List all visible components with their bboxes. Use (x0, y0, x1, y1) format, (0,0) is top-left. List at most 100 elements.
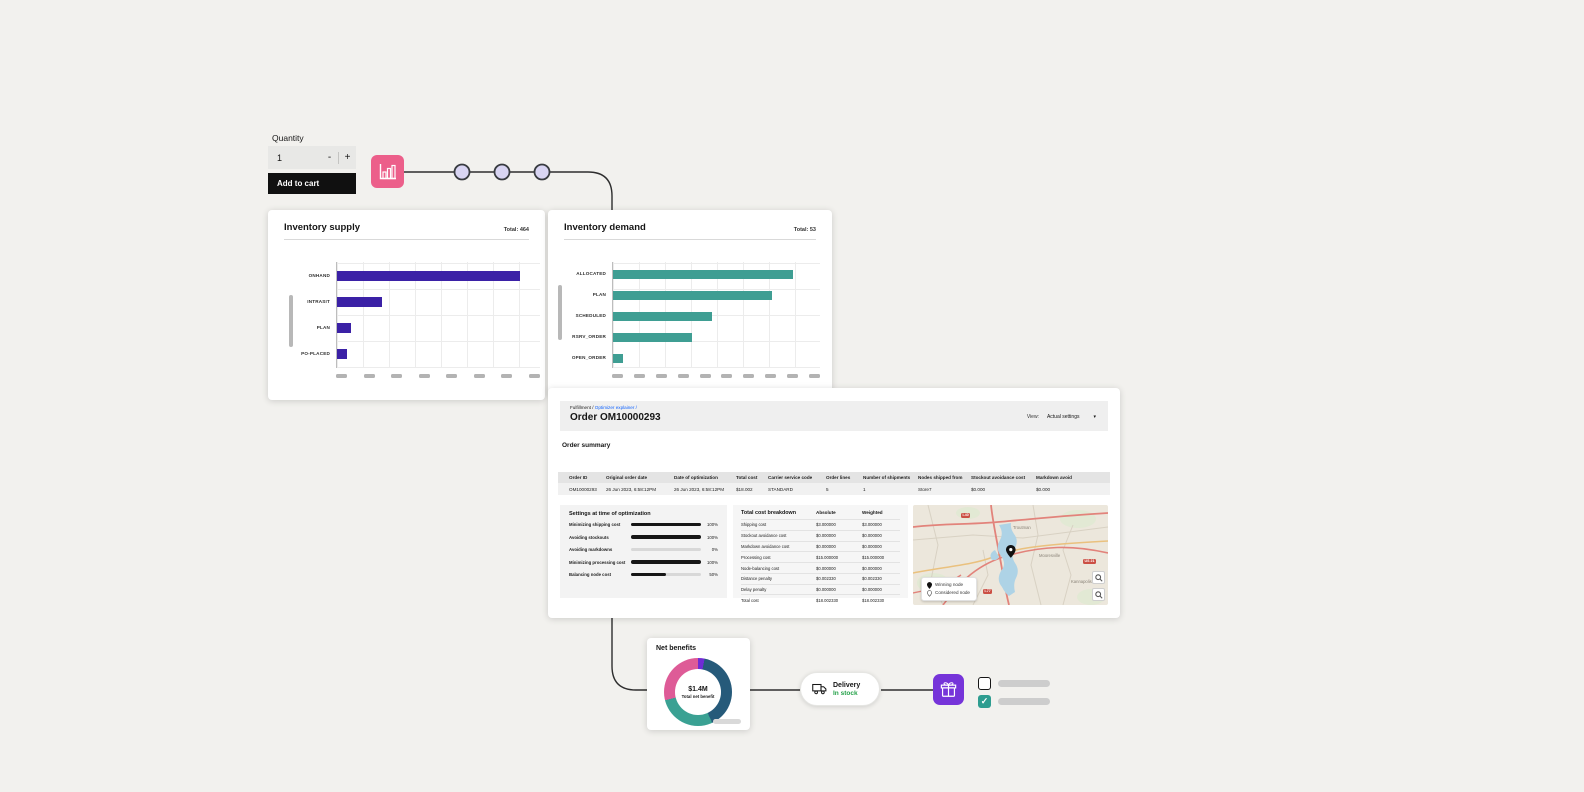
view-label: View: (1026, 414, 1039, 420)
cost-row-total: Total cost $18.002330 $18.002330 (741, 594, 900, 605)
page-title: Order OM10000293 (570, 412, 661, 423)
cost-title: Total cost breakdown (741, 510, 797, 516)
setting-pct: 50% (709, 572, 718, 577)
x-axis-ticks (612, 374, 820, 378)
net-benefits-title: Net benefits (656, 645, 697, 652)
chart-header: Inventory demand Total: 53 (564, 210, 816, 240)
inventory-demand-card: Inventory demand Total: 53 ALLOCATED PLA… (548, 210, 832, 395)
summary-header-row: Order ID Original order date Date of opt… (558, 472, 1110, 483)
cost-absolute: $0.000000 (816, 587, 836, 593)
summary-col: Nodes shipped from (918, 475, 963, 480)
breadcrumb-fulfillment[interactable]: Fulfillment / (570, 405, 594, 410)
cost-row: Distance penalty $0.002330 $0.002330 (741, 572, 900, 584)
setting-pct: 100% (707, 522, 718, 527)
gift-node-tile[interactable] (933, 674, 964, 705)
cost-row: Stockout avoidance cost $0.000000 $0.000… (741, 529, 900, 541)
x-axis-ticks (336, 374, 540, 378)
bar-label: ALLOCATED (576, 271, 606, 276)
cost-row: Delay penalty $0.000000 $0.000000 (741, 583, 900, 595)
total-value: 464 (519, 227, 529, 233)
map-zoom-out-button[interactable] (1092, 588, 1105, 601)
setting-label: Avoiding markdowns (569, 547, 613, 552)
setting-slider[interactable] (631, 560, 701, 564)
cost-weighted: $0.000000 (862, 565, 882, 571)
map-panel[interactable]: Troutman Mooresville Kannapolis I-40 I-7… (913, 505, 1108, 605)
total-label: Total: (503, 227, 519, 233)
cost-row: Shipping cost $3.000000 $3.000000 (741, 519, 900, 530)
settings-panel: Settings at time of optimization Minimiz… (560, 505, 727, 598)
summary-cell: 1 (863, 486, 866, 492)
cost-header-row: Total cost breakdown Absolute Weighted (741, 510, 900, 519)
setting-label: Minimizing shipping cost (569, 522, 621, 527)
chevron-down-icon: ▾ (1093, 414, 1096, 420)
cost-absolute: $18.002330 (816, 597, 839, 603)
truck-icon (812, 683, 827, 695)
skeleton-line (998, 698, 1050, 705)
chart-title: Inventory demand (564, 222, 646, 233)
map-pin-icon (1006, 545, 1016, 558)
cost-breakdown-panel: Total cost breakdown Absolute Weighted S… (733, 505, 908, 603)
checkbox-unchecked[interactable] (978, 677, 991, 690)
road-shield: US 21 (1083, 559, 1096, 564)
setting-row: Minimizing shipping cost 100% (569, 522, 718, 527)
cost-weighted: $3.000000 (862, 522, 882, 528)
setting-pct: 100% (707, 534, 718, 540)
quantity-decrement-button[interactable]: - (327, 152, 332, 163)
donut-center-value: $1.4M (688, 685, 708, 693)
bar-label: INTRASIT (307, 299, 330, 304)
summary-cell: 26 Jun 2023, 6:58:12PM (606, 486, 657, 492)
chart-node-tile[interactable] (371, 155, 404, 188)
cost-absolute: $0.000000 (816, 565, 836, 571)
inventory-supply-card: Inventory supply Total: 464 ONHAND INTRA… (268, 210, 545, 400)
order-summary-table: Order ID Original order date Date of opt… (558, 472, 1110, 495)
summary-cell: Store7 (918, 486, 932, 492)
chart-title: Inventory supply (284, 222, 361, 233)
checkbox-checked[interactable]: ✓ (978, 695, 991, 708)
bar-label: PLAN (592, 292, 606, 297)
bar-label: SCHEDULED (575, 313, 606, 318)
cost-row: Markdown avoidance cost $0.000000 $0.000… (741, 540, 900, 552)
summary-col: Markdown avoid (1036, 475, 1072, 480)
summary-col: Total cost (736, 475, 758, 480)
setting-slider[interactable] (631, 547, 701, 552)
slider-fill (631, 522, 701, 527)
summary-col: Carrier service code (768, 475, 813, 480)
cost-absolute: $0.000000 (816, 533, 836, 539)
summary-cell: $0.000 (971, 486, 986, 492)
bar-rsrv-order (613, 333, 692, 342)
map-zoom-in-button[interactable] (1092, 571, 1105, 584)
summary-col: Order ID (569, 475, 588, 480)
chart-total: Total: 464 (504, 227, 529, 233)
add-to-cart-button[interactable]: Add to cart (268, 173, 356, 194)
cost-row: Processing cost $15.000000 $15.000000 (741, 551, 900, 562)
cost-weighted: $18.002330 (862, 597, 885, 603)
view-dropdown[interactable]: Actual settings ▾ (1043, 411, 1100, 423)
cost-name: Total cost (741, 597, 759, 603)
setting-slider[interactable] (631, 572, 701, 577)
bar-allocated (613, 270, 794, 279)
quantity-increment-button[interactable]: + (344, 152, 351, 163)
summary-cell: 26 Jun 2023, 6:58:12PM (674, 486, 725, 492)
road-shield: I-40 (961, 513, 971, 518)
cost-name: Distance penalty (741, 576, 772, 582)
donut-center: $1.4M Total net benefit (675, 669, 721, 715)
summary-cell: $0.000 (1036, 486, 1051, 492)
quantity-value[interactable]: 1 (277, 152, 283, 163)
quantity-stepper[interactable]: 1 - + (268, 146, 356, 169)
breadcrumb-optimizer-explainer[interactable]: Optimizer explainer / (594, 405, 637, 410)
total-value: 53 (809, 227, 816, 233)
net-benefits-donut: $1.4M Total net benefit (664, 658, 732, 726)
flow-node-circle (453, 163, 471, 181)
bar-label: RSRV_ORDER (572, 334, 606, 339)
map-city-label: Mooresville (1039, 553, 1061, 558)
order-detail-card: Fulfillment / Optimizer explainer / Orde… (548, 388, 1120, 618)
bar-label: OPEN_ORDER (571, 355, 606, 360)
skeleton-line (998, 680, 1050, 687)
setting-pct: 100% (707, 559, 718, 565)
net-benefits-card: Net benefits $1.4M Total net benefit (647, 638, 750, 730)
setting-slider[interactable] (631, 522, 701, 527)
bar-scheduled (613, 312, 713, 321)
setting-slider[interactable] (631, 535, 701, 539)
delivery-chip[interactable]: Delivery In stock (800, 672, 880, 706)
